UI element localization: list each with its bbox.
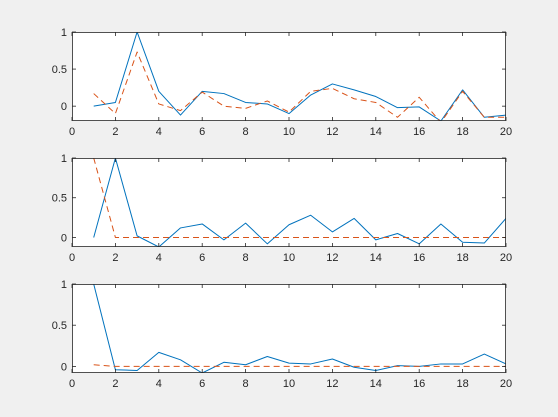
x-tick-label: 18 [456, 126, 468, 138]
plot-area [72, 32, 506, 121]
x-tick-label: 16 [413, 126, 425, 138]
x-tick-label: 8 [243, 378, 249, 390]
x-tick-label: 14 [370, 252, 382, 264]
x-tick-label: 12 [326, 126, 338, 138]
x-tick-label: 2 [112, 126, 118, 138]
x-tick-label: 12 [326, 252, 338, 264]
x-tick-label: 10 [283, 378, 295, 390]
subplot-2: 0 2 4 6 8 10 12 14 16 18 20 0 0.5 1 [52, 153, 512, 264]
x-tick-label: 2 [112, 378, 118, 390]
plot-area [72, 158, 506, 247]
x-tick-label: 16 [413, 252, 425, 264]
x-tick-label: 8 [243, 252, 249, 264]
x-tick-label: 20 [500, 126, 512, 138]
x-tick-label: 6 [199, 378, 205, 390]
series-solid-line [93, 284, 506, 373]
x-tick-label: 10 [283, 252, 295, 264]
x-tick-label: 4 [156, 378, 162, 390]
y-tick-label: 1 [61, 27, 67, 39]
y-tick-label: 0 [61, 101, 67, 113]
x-tick-label: 18 [456, 378, 468, 390]
y-tick-label: 0 [61, 361, 67, 373]
series-solid-line [93, 158, 506, 247]
x-tick-label: 2 [112, 252, 118, 264]
x-tick-label: 6 [199, 126, 205, 138]
x-tick-label: 20 [500, 252, 512, 264]
series-dashed-line [93, 158, 506, 238]
series-dashed-line [93, 364, 506, 367]
y-tick-label: 1 [61, 153, 67, 165]
series-dashed-line [93, 51, 506, 121]
plot-area [72, 284, 506, 373]
subplot-1: 0 2 4 6 8 10 12 14 16 18 20 0 0.5 1 [52, 27, 512, 138]
x-tick-label: 0 [69, 378, 75, 390]
series-solid-line [93, 32, 506, 121]
x-tick-label: 18 [456, 252, 468, 264]
x-tick-label: 4 [156, 126, 162, 138]
y-tick-label: 0.5 [52, 64, 67, 76]
x-tick-label: 20 [500, 378, 512, 390]
y-tick-label: 0.5 [52, 193, 67, 205]
subplot-3: 0 2 4 6 8 10 12 14 16 18 20 0 0.5 1 [52, 279, 512, 390]
x-tick-label: 14 [370, 378, 382, 390]
y-tick-label: 0 [61, 232, 67, 244]
x-tick-label: 6 [199, 252, 205, 264]
x-tick-label: 16 [413, 378, 425, 390]
x-tick-label: 10 [283, 126, 295, 138]
x-tick-label: 4 [156, 252, 162, 264]
x-tick-label: 12 [326, 378, 338, 390]
y-tick-label: 0.5 [52, 320, 67, 332]
x-tick-label: 8 [243, 126, 249, 138]
x-tick-label: 14 [370, 126, 382, 138]
x-tick-label: 0 [69, 252, 75, 264]
y-tick-label: 1 [61, 279, 67, 291]
x-tick-label: 0 [69, 126, 75, 138]
